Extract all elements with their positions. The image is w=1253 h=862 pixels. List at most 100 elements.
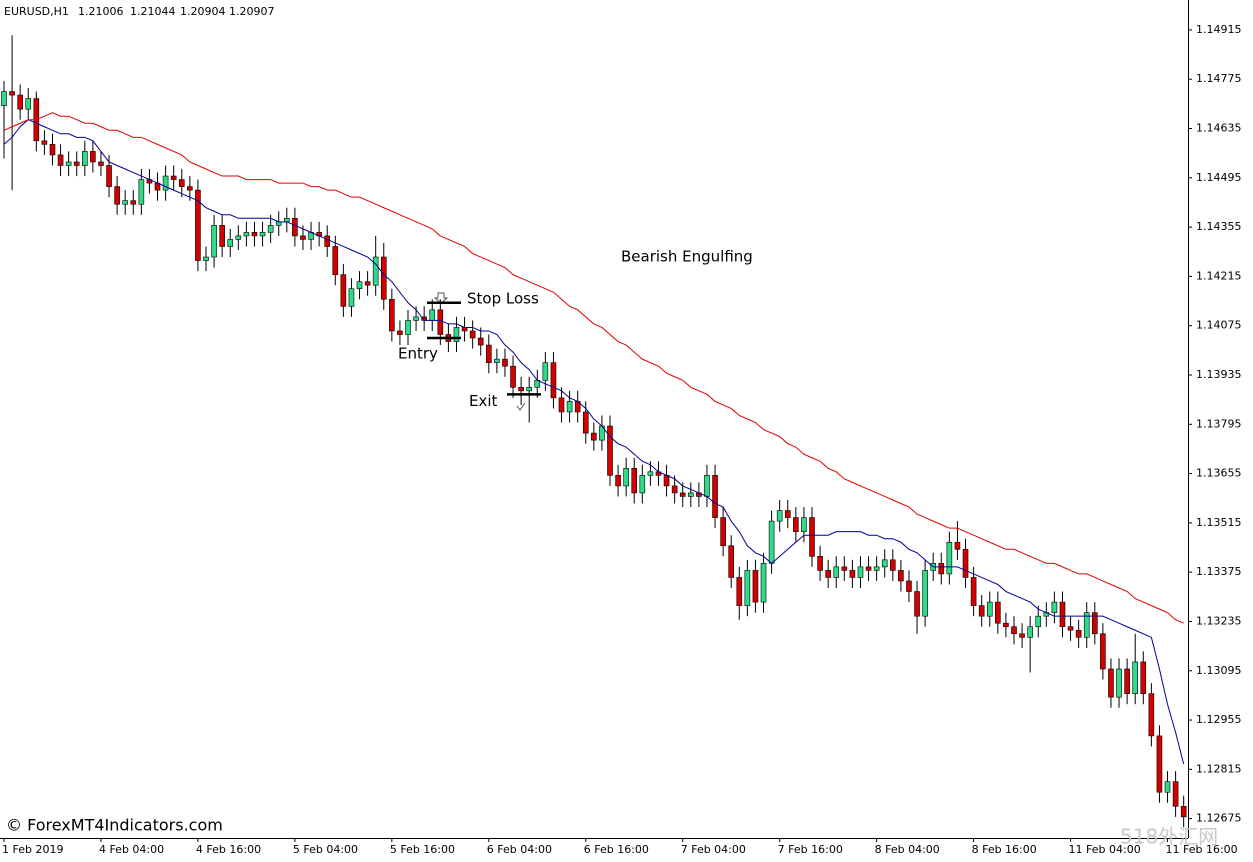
bear-body bbox=[510, 365, 516, 388]
bear-body bbox=[825, 570, 831, 578]
x-tick-label: 4 Feb 16:00 bbox=[196, 843, 261, 856]
bull-body bbox=[1035, 615, 1042, 628]
symbol: EURUSD,H1 bbox=[4, 5, 69, 18]
bear-body bbox=[728, 545, 735, 578]
bear-body bbox=[1124, 668, 1130, 694]
y-tick-label: 1.13095 bbox=[1196, 664, 1242, 677]
x-tick-label: 6 Feb 16:00 bbox=[584, 843, 649, 856]
bear-body bbox=[485, 344, 492, 363]
bear-body bbox=[187, 186, 193, 191]
bear-body bbox=[679, 492, 686, 497]
bull-body bbox=[1116, 668, 1122, 698]
bull-body bbox=[348, 288, 355, 307]
bear-body bbox=[550, 362, 557, 399]
bear-body bbox=[130, 200, 137, 205]
bull-body bbox=[857, 566, 864, 578]
bear-body bbox=[9, 91, 15, 96]
bear-body bbox=[90, 151, 96, 163]
bear-body bbox=[469, 330, 476, 339]
site-mark: 518外汇网 bbox=[1120, 825, 1218, 849]
x-tick-label: 8 Feb 04:00 bbox=[875, 843, 940, 856]
bear-body bbox=[292, 218, 298, 237]
bull-body bbox=[639, 475, 646, 494]
bull-body bbox=[986, 601, 993, 617]
bull-body bbox=[1, 91, 7, 106]
bull-body bbox=[405, 320, 411, 335]
bull-body bbox=[267, 225, 274, 233]
y-tick-label: 1.13655 bbox=[1196, 467, 1242, 480]
bear-body bbox=[752, 570, 759, 603]
y-tick-label: 1.14915 bbox=[1196, 23, 1242, 36]
bull-body bbox=[275, 221, 282, 226]
bear-body bbox=[591, 432, 597, 441]
y-tick-label: 1.14495 bbox=[1196, 171, 1242, 184]
y-tick-label: 1.13795 bbox=[1196, 417, 1242, 430]
bull-body bbox=[566, 401, 573, 413]
bear-body bbox=[461, 327, 468, 332]
bear-body bbox=[106, 165, 112, 187]
annotation: Entry bbox=[398, 345, 438, 363]
x-tick-label: 6 Feb 04:00 bbox=[487, 843, 552, 856]
bear-body bbox=[712, 475, 718, 518]
y-tick-label: 1.14075 bbox=[1196, 319, 1242, 332]
bear-body bbox=[114, 186, 120, 205]
x-tick-label: 1 Feb 2019 bbox=[2, 843, 63, 856]
bear-body bbox=[1059, 601, 1066, 628]
x-tick-label: 5 Feb 04:00 bbox=[293, 843, 358, 856]
bull-body bbox=[453, 327, 460, 342]
y-tick-label: 1.13935 bbox=[1196, 368, 1242, 381]
bull-body bbox=[542, 362, 549, 381]
bear-body bbox=[1011, 626, 1017, 635]
bear-body bbox=[219, 225, 225, 247]
bull-body bbox=[413, 316, 419, 321]
y-tick-label: 1.14775 bbox=[1196, 72, 1242, 85]
bull-body bbox=[647, 471, 654, 476]
bear-body bbox=[477, 337, 484, 346]
bull-body bbox=[259, 232, 266, 237]
bull-body bbox=[1051, 601, 1058, 613]
bear-body bbox=[914, 591, 920, 617]
bear-body bbox=[57, 154, 64, 166]
bull-body bbox=[1083, 612, 1090, 638]
bull-body bbox=[623, 467, 629, 487]
bear-body bbox=[1180, 806, 1187, 818]
bear-body bbox=[389, 298, 395, 332]
bear-body bbox=[865, 566, 872, 571]
bull-body bbox=[526, 387, 533, 392]
bull-body bbox=[65, 161, 72, 166]
bull-body bbox=[283, 218, 290, 223]
bull-body bbox=[768, 520, 775, 564]
bear-body bbox=[340, 274, 347, 307]
y-tick-label: 1.14635 bbox=[1196, 122, 1242, 135]
bull-body bbox=[82, 151, 88, 166]
bull-body bbox=[211, 225, 217, 258]
bull-body bbox=[801, 517, 807, 532]
bull-body bbox=[687, 492, 694, 497]
bear-body bbox=[671, 485, 678, 494]
bull-body bbox=[873, 566, 880, 571]
x-tick-label: 7 Feb 04:00 bbox=[681, 843, 746, 856]
ohlc-open: 1.21006 bbox=[78, 5, 124, 18]
bear-body bbox=[49, 144, 56, 156]
bear-body bbox=[300, 235, 306, 240]
x-tick-label: 11 Feb 16:00 bbox=[1166, 843, 1238, 856]
bear-body bbox=[615, 475, 621, 487]
y-tick-label: 1.14215 bbox=[1196, 269, 1242, 282]
bull-body bbox=[203, 256, 209, 261]
bear-body bbox=[1108, 668, 1114, 698]
bull-body bbox=[1027, 626, 1033, 638]
bull-body bbox=[760, 563, 767, 603]
bear-body bbox=[98, 161, 104, 166]
bear-body bbox=[898, 570, 904, 582]
bull-body bbox=[833, 566, 840, 578]
bear-body bbox=[978, 605, 985, 617]
bull-body bbox=[162, 175, 169, 191]
bear-body bbox=[397, 330, 403, 335]
bull-body bbox=[1164, 781, 1171, 793]
bull-body bbox=[429, 309, 436, 321]
y-tick-label: 1.14355 bbox=[1196, 220, 1242, 233]
bear-body bbox=[41, 140, 48, 145]
bear-body bbox=[1075, 629, 1082, 638]
